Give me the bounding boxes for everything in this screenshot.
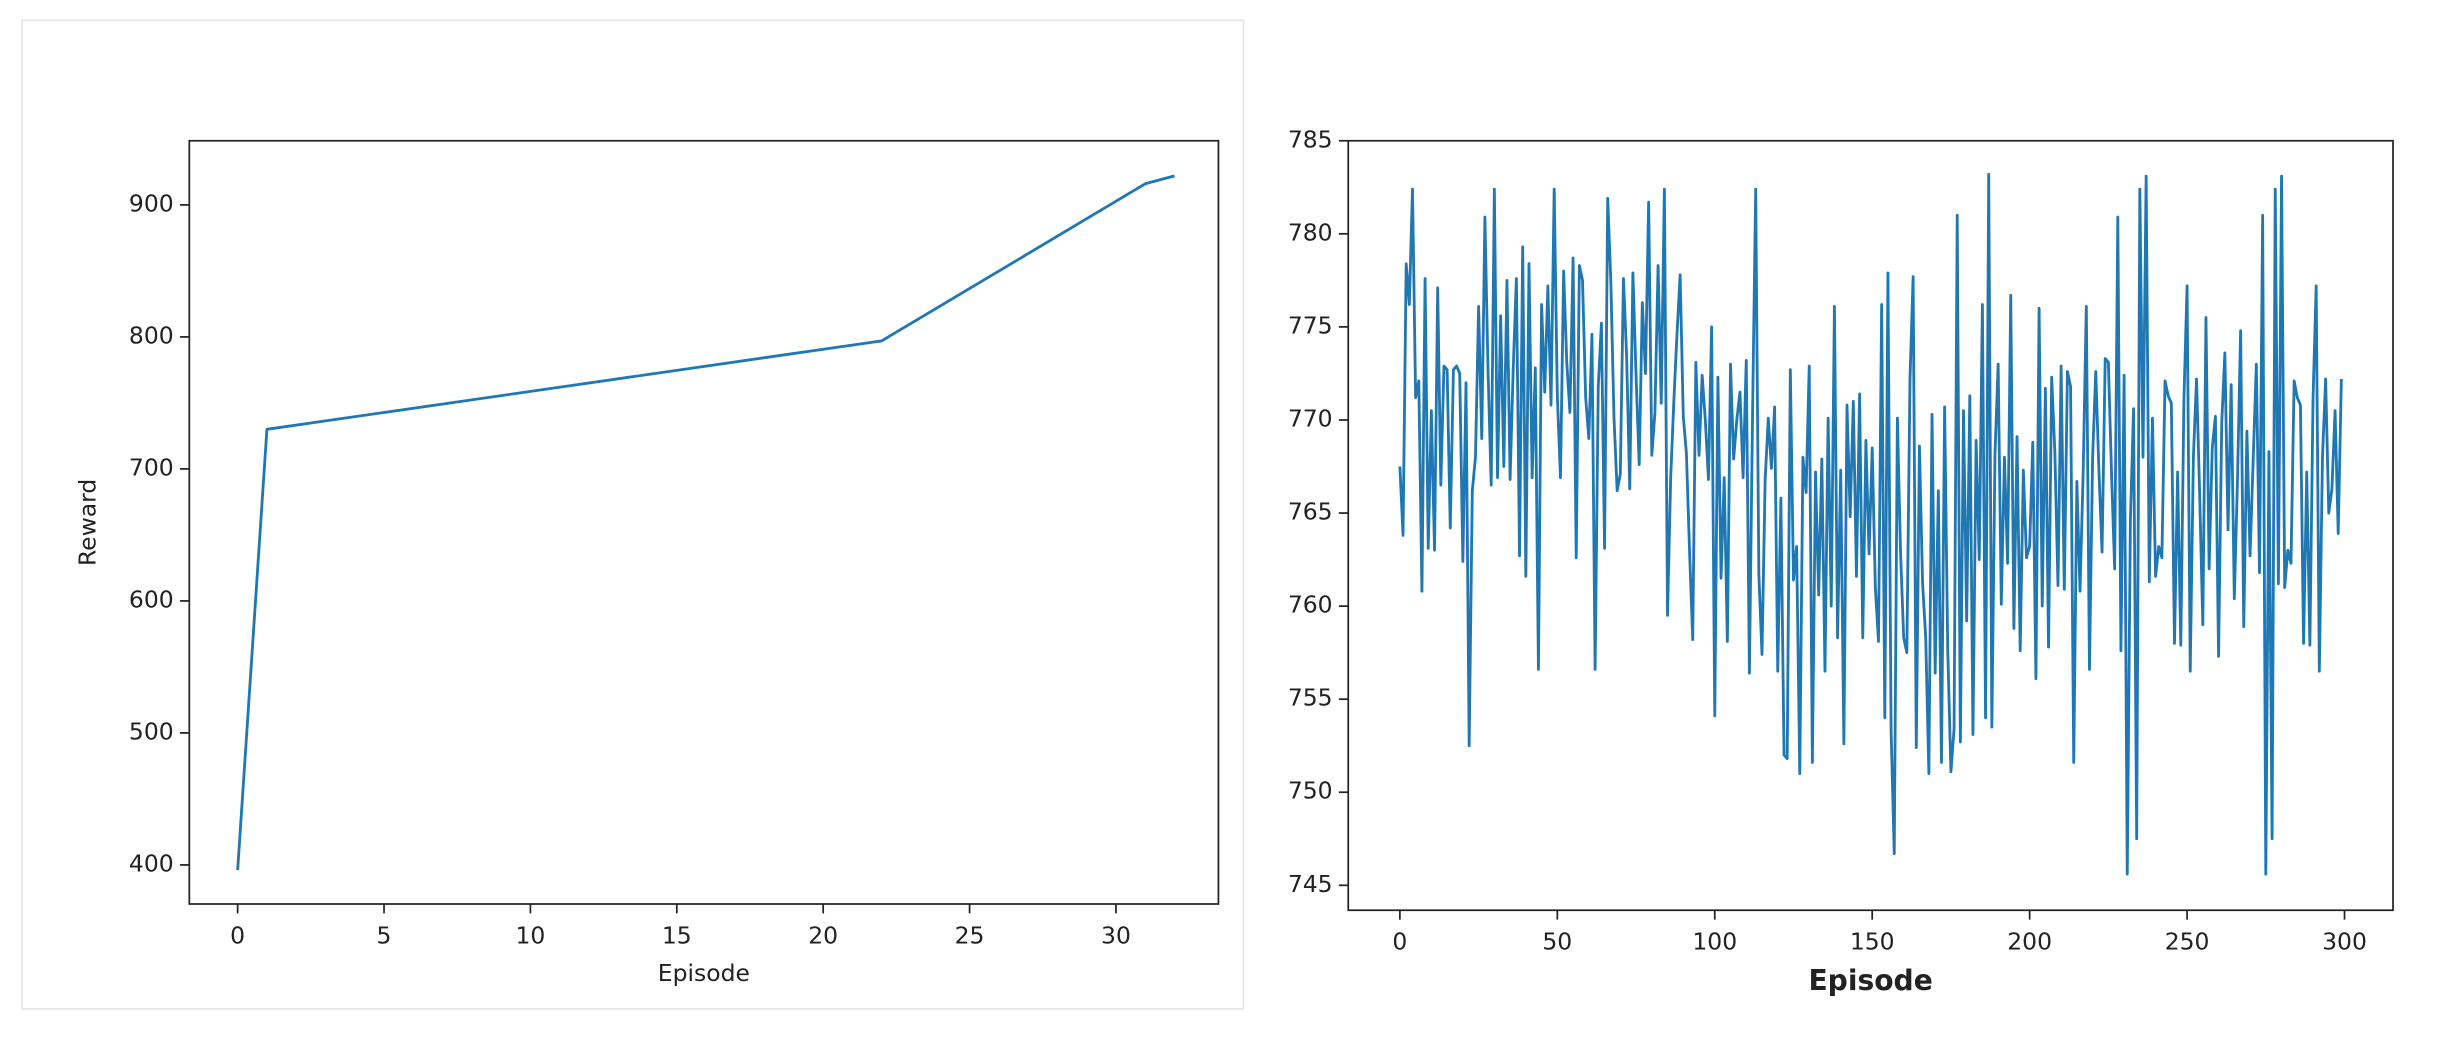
x-axis-label: Episode — [1808, 964, 1932, 997]
x-tick-label: 30 — [1101, 921, 1131, 949]
y-tick-label: 780 — [1288, 218, 1333, 246]
y-tick-label: 755 — [1288, 684, 1333, 712]
y-tick-label: 765 — [1288, 498, 1333, 526]
y-tick-label: 900 — [129, 189, 174, 217]
x-tick-label: 15 — [662, 921, 692, 949]
y-tick-label: 500 — [129, 717, 174, 745]
figure-frame — [21, 19, 1245, 1010]
x-tick-label: 5 — [377, 921, 392, 949]
y-tick-label: 600 — [129, 585, 174, 613]
x-tick-label: 100 — [1692, 928, 1737, 956]
data-line — [236, 174, 1175, 871]
x-tick-label: 300 — [2322, 928, 2367, 956]
x-tick-label: 250 — [2165, 928, 2210, 956]
y-tick-label: 785 — [1288, 125, 1333, 153]
y-tick-label: 745 — [1288, 870, 1333, 898]
y-tick-label: 775 — [1288, 311, 1333, 339]
y-tick-label: 750 — [1288, 777, 1333, 805]
axes-frame — [1347, 139, 2394, 912]
x-tick-label: 25 — [955, 921, 985, 949]
x-tick-label: 0 — [230, 921, 245, 949]
y-tick-label: 400 — [129, 849, 174, 877]
x-tick-label: 0 — [1392, 928, 1407, 956]
y-axis-label: Reward — [74, 479, 102, 566]
y-tick-label: 770 — [1288, 404, 1333, 432]
y-tick-label: 700 — [129, 453, 174, 481]
x-tick-label: 200 — [2007, 928, 2052, 956]
data-line — [1398, 172, 2343, 876]
x-axis-label: Episode — [658, 959, 750, 987]
x-tick-label: 150 — [1850, 928, 1895, 956]
y-tick-label: 800 — [129, 321, 174, 349]
x-tick-label: 10 — [515, 921, 545, 949]
x-tick-label: 20 — [808, 921, 838, 949]
x-tick-label: 50 — [1542, 928, 1572, 956]
y-tick-label: 760 — [1288, 591, 1333, 619]
axes-frame — [188, 139, 1220, 905]
